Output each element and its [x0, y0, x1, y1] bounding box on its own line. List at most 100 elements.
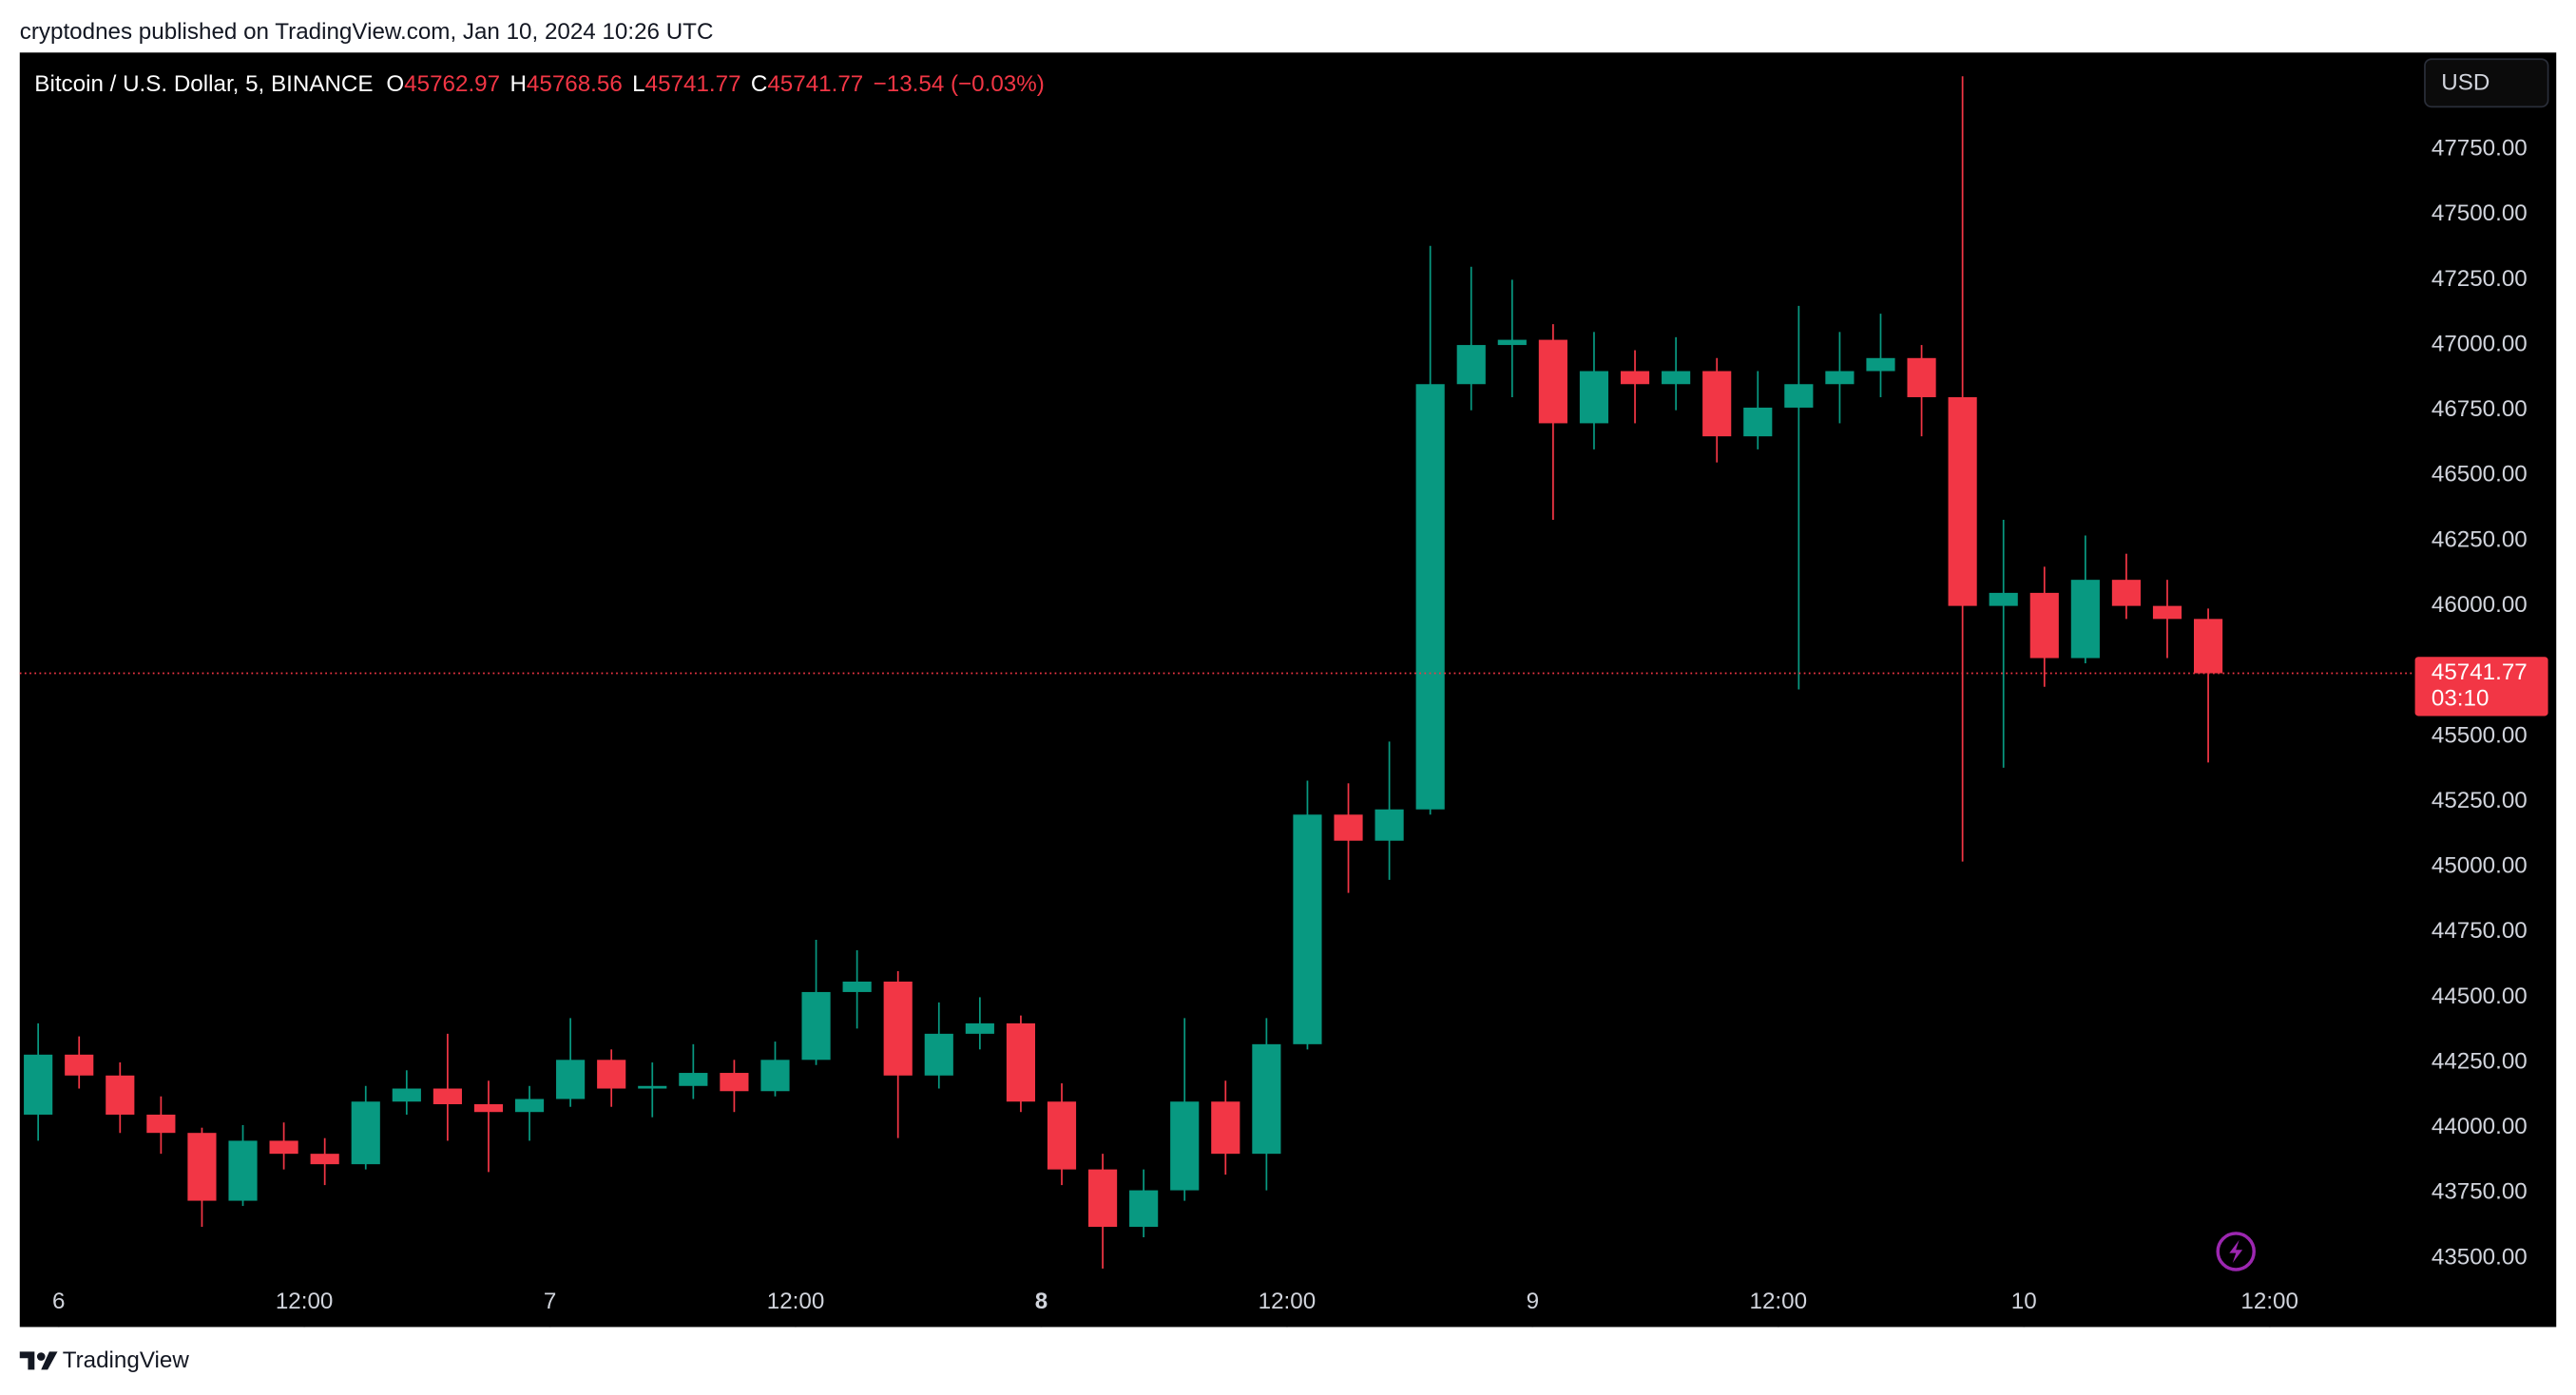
symbol-title: Bitcoin / U.S. Dollar, 5, BINANCE O45762.…: [34, 71, 1045, 97]
ohlc-key: L: [632, 71, 644, 97]
y-tick-label: 47250.00: [2432, 266, 2528, 292]
publisher: cryptodnes published on TradingView.com,…: [20, 19, 714, 45]
candle-body: [1334, 814, 1363, 841]
candle-body: [269, 1140, 298, 1155]
candle-body: [1538, 339, 1567, 424]
y-tick-label: 47750.00: [2432, 136, 2528, 162]
x-tick-label: 12:00: [276, 1289, 334, 1314]
candle-body: [924, 1033, 953, 1076]
candle-body: [842, 981, 872, 992]
candle-body: [1252, 1043, 1281, 1155]
y-tick-label: 45000.00: [2432, 853, 2528, 879]
candle-body: [1866, 357, 1895, 372]
candle-body: [1047, 1101, 1077, 1170]
x-tick-label: 12:00: [1750, 1289, 1808, 1314]
candle-body: [2152, 605, 2182, 620]
change: −13.54 (−0.03%): [874, 71, 1045, 97]
y-tick-label: 44000.00: [2432, 1114, 2528, 1139]
candle-body: [1579, 371, 1609, 424]
lightning-icon[interactable]: [2216, 1232, 2256, 1271]
x-tick-label: 12:00: [767, 1289, 825, 1314]
ohlc-key: C: [751, 71, 767, 97]
candle-body: [473, 1103, 504, 1113]
candle-body: [679, 1073, 708, 1086]
ohlc-key: O: [386, 71, 404, 97]
currency: USD: [2441, 70, 2489, 96]
candle-body: [760, 1060, 790, 1092]
x-tick-label: 6: [52, 1289, 65, 1314]
candle-body: [1702, 371, 1732, 437]
candle-body: [1989, 592, 2018, 606]
brand-logo: [19, 1351, 58, 1370]
x-tick-label: 9: [1527, 1289, 1539, 1314]
candle-body: [1293, 814, 1322, 1044]
x-tick-label: 10: [2011, 1289, 2037, 1314]
candle-body: [1784, 384, 1814, 408]
ohlc-value: 45768.56: [527, 71, 623, 97]
candle-body: [1948, 396, 1977, 606]
ohlc-key: H: [509, 71, 526, 97]
candle-body: [187, 1133, 217, 1201]
symbol: Bitcoin / U.S. Dollar, 5, BINANCE: [34, 71, 373, 97]
candle-body: [1825, 371, 1855, 385]
y-tick-label: 47000.00: [2432, 331, 2528, 356]
last-price-box: [2414, 657, 2548, 717]
candle-body: [1415, 384, 1445, 810]
lightning-glyph: [2229, 1239, 2243, 1264]
candle-body: [24, 1054, 53, 1115]
candle-body: [1907, 357, 1936, 397]
y-tick-label: 44250.00: [2432, 1048, 2528, 1074]
y-tick-label: 44750.00: [2432, 918, 2528, 944]
candle-body: [2193, 619, 2223, 674]
candle-body: [1662, 371, 1691, 385]
candle-body: [65, 1054, 94, 1076]
y-tick-label: 46000.00: [2432, 592, 2528, 618]
candle-body: [1620, 371, 1650, 385]
logo-dot: [36, 1352, 46, 1361]
logo-mark: [19, 1351, 58, 1370]
candle-body: [1743, 407, 1773, 437]
candle-body: [1088, 1169, 1118, 1228]
x-tick-label: 8: [1035, 1289, 1048, 1314]
y-tick-label: 46500.00: [2432, 462, 2528, 487]
y-tick-label: 43500.00: [2432, 1244, 2528, 1270]
candle-body: [1375, 809, 1404, 841]
candle-body: [638, 1085, 667, 1089]
plot-area: [19, 52, 2557, 1328]
y-tick-label: 46750.00: [2432, 396, 2528, 422]
y-tick-label: 45250.00: [2432, 788, 2528, 813]
x-tick-label: 12:00: [1259, 1289, 1317, 1314]
candle-body: [392, 1088, 421, 1102]
currency-button[interactable]: [2424, 58, 2549, 108]
candle-body: [310, 1154, 339, 1165]
candle-body: [965, 1022, 994, 1034]
x-tick-label: 12:00: [2240, 1289, 2298, 1314]
ohlc-value: 45741.77: [645, 71, 741, 97]
candle-body: [1211, 1101, 1240, 1155]
candle-body: [883, 981, 913, 1076]
candle-body: [597, 1060, 626, 1089]
candle-body: [514, 1099, 545, 1113]
candle-body: [1129, 1190, 1159, 1228]
last-price-label: 45741.77: [2432, 659, 2528, 685]
candle-body: [1497, 339, 1527, 346]
y-tick-label: 43750.00: [2432, 1179, 2528, 1205]
x-tick-label: 7: [544, 1289, 556, 1314]
y-tick-label: 45500.00: [2432, 722, 2528, 748]
countdown: 03:10: [2432, 686, 2489, 712]
brand: TradingView: [63, 1347, 190, 1373]
candle-body: [2029, 592, 2059, 659]
candle-body: [433, 1088, 462, 1104]
candle-body: [1456, 345, 1486, 385]
ohlc-value: 45762.97: [404, 71, 500, 97]
y-tick-label: 44500.00: [2432, 984, 2528, 1009]
candle-body: [2111, 580, 2142, 606]
y-tick-label: 46250.00: [2432, 526, 2528, 552]
candle-body: [228, 1140, 258, 1201]
candle-body: [1170, 1101, 1200, 1191]
candle-body: [106, 1075, 135, 1115]
candle-body: [720, 1073, 749, 1092]
candle-body: [1006, 1022, 1036, 1102]
